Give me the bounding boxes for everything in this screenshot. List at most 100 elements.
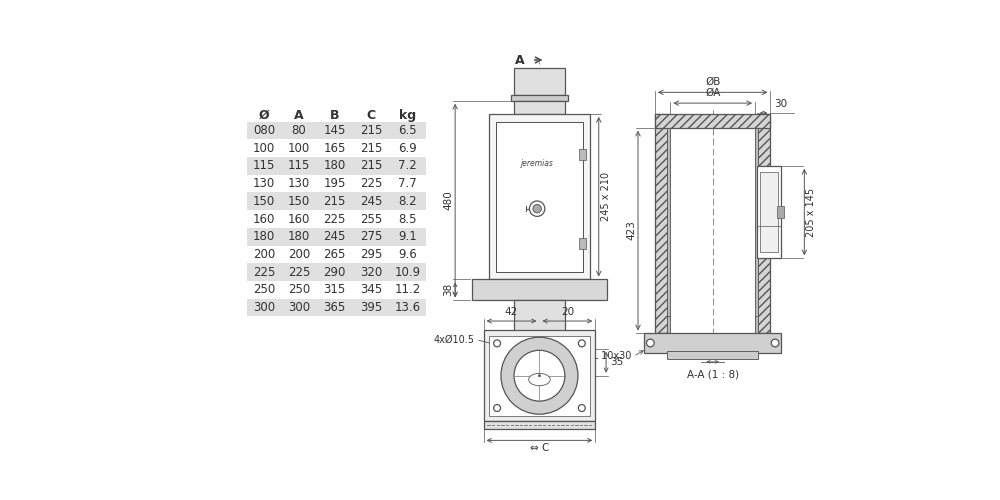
Bar	[760, 172, 778, 252]
Text: 245: 245	[360, 195, 382, 208]
Text: 265: 265	[323, 248, 346, 261]
Circle shape	[529, 201, 545, 216]
Text: 180: 180	[253, 230, 275, 243]
Bar	[514, 68, 565, 94]
Text: 320: 320	[360, 266, 382, 278]
Bar	[247, 298, 426, 316]
Text: 20: 20	[561, 307, 574, 317]
Text: ⇔ C: ⇔ C	[530, 444, 549, 454]
Text: B: B	[330, 109, 339, 122]
Text: kg: kg	[399, 109, 416, 122]
Text: 10.9: 10.9	[395, 266, 421, 278]
Text: LL 10x30: LL 10x30	[587, 352, 632, 362]
Bar	[484, 330, 595, 421]
Text: 250: 250	[253, 284, 275, 296]
Text: 160: 160	[288, 212, 310, 226]
Text: 195: 195	[323, 177, 346, 190]
Text: 300: 300	[253, 301, 275, 314]
Text: 9.1: 9.1	[398, 230, 417, 243]
Bar	[579, 238, 586, 248]
Text: A: A	[294, 109, 304, 122]
Text: 215: 215	[360, 124, 382, 137]
Text: 6.5: 6.5	[398, 124, 417, 137]
Bar	[655, 114, 669, 334]
Text: 100: 100	[253, 142, 275, 154]
Text: 345: 345	[360, 284, 382, 296]
Text: 480: 480	[443, 190, 453, 210]
Text: 180: 180	[288, 230, 310, 243]
Text: 30: 30	[774, 98, 787, 108]
Bar	[489, 114, 590, 280]
Bar	[511, 94, 568, 101]
Text: 225: 225	[360, 177, 382, 190]
Text: 423: 423	[626, 220, 636, 240]
Text: 080: 080	[253, 124, 275, 137]
Circle shape	[578, 340, 585, 347]
Text: 365: 365	[324, 301, 346, 314]
Bar	[755, 128, 758, 320]
Text: 180: 180	[324, 160, 346, 172]
Text: 300: 300	[288, 301, 310, 314]
Text: 42: 42	[505, 307, 518, 317]
Bar	[757, 166, 781, 258]
Text: 7.7: 7.7	[398, 177, 417, 190]
Bar	[579, 150, 586, 160]
Ellipse shape	[529, 374, 550, 386]
Text: 225: 225	[288, 266, 310, 278]
Bar	[496, 122, 583, 272]
Bar	[484, 421, 595, 429]
Bar	[247, 122, 426, 140]
Text: A: A	[515, 340, 525, 353]
Circle shape	[494, 404, 501, 411]
Circle shape	[494, 340, 501, 347]
Text: 100: 100	[288, 142, 310, 154]
Bar	[655, 114, 770, 128]
Text: 150: 150	[253, 195, 275, 208]
Text: 165: 165	[323, 142, 346, 154]
Text: 315: 315	[324, 284, 346, 296]
Circle shape	[646, 339, 654, 347]
Text: A: A	[515, 54, 525, 66]
Text: jeremias: jeremias	[521, 159, 554, 168]
Text: 115: 115	[288, 160, 310, 172]
Text: 4xØ10.5: 4xØ10.5	[433, 334, 474, 344]
Text: 205 x 145: 205 x 145	[806, 188, 816, 236]
Text: 11.2: 11.2	[395, 284, 421, 296]
Text: 215: 215	[360, 142, 382, 154]
Bar	[247, 228, 426, 246]
Text: 215: 215	[360, 160, 382, 172]
Circle shape	[538, 374, 541, 377]
Text: 200: 200	[253, 248, 275, 261]
Bar	[667, 128, 670, 320]
Text: 215: 215	[323, 195, 346, 208]
Text: 290: 290	[323, 266, 346, 278]
Text: 255: 255	[360, 212, 382, 226]
Text: 145: 145	[323, 124, 346, 137]
Text: 8.5: 8.5	[399, 212, 417, 226]
Text: 200: 200	[288, 248, 310, 261]
Circle shape	[514, 350, 565, 401]
Text: 130: 130	[253, 177, 275, 190]
Text: 245 x 210: 245 x 210	[601, 172, 611, 221]
Text: 38: 38	[443, 283, 453, 296]
Text: C: C	[367, 109, 376, 122]
Text: Ø: Ø	[259, 109, 269, 122]
Text: 8.2: 8.2	[398, 195, 417, 208]
Bar	[644, 334, 781, 352]
Circle shape	[501, 337, 578, 414]
Bar	[472, 280, 607, 300]
Text: 130: 130	[288, 177, 310, 190]
Bar	[489, 336, 590, 415]
Text: 150: 150	[288, 195, 310, 208]
Bar	[247, 264, 426, 281]
Text: 245: 245	[323, 230, 346, 243]
Text: 35: 35	[610, 357, 623, 367]
Bar	[667, 316, 670, 334]
Bar	[755, 316, 758, 334]
Bar	[667, 351, 758, 359]
Text: 7.2: 7.2	[398, 160, 417, 172]
Text: ØA: ØA	[705, 88, 720, 98]
Text: A-A (1 : 8): A-A (1 : 8)	[687, 370, 739, 380]
Text: 13.6: 13.6	[395, 301, 421, 314]
Text: 295: 295	[360, 248, 382, 261]
